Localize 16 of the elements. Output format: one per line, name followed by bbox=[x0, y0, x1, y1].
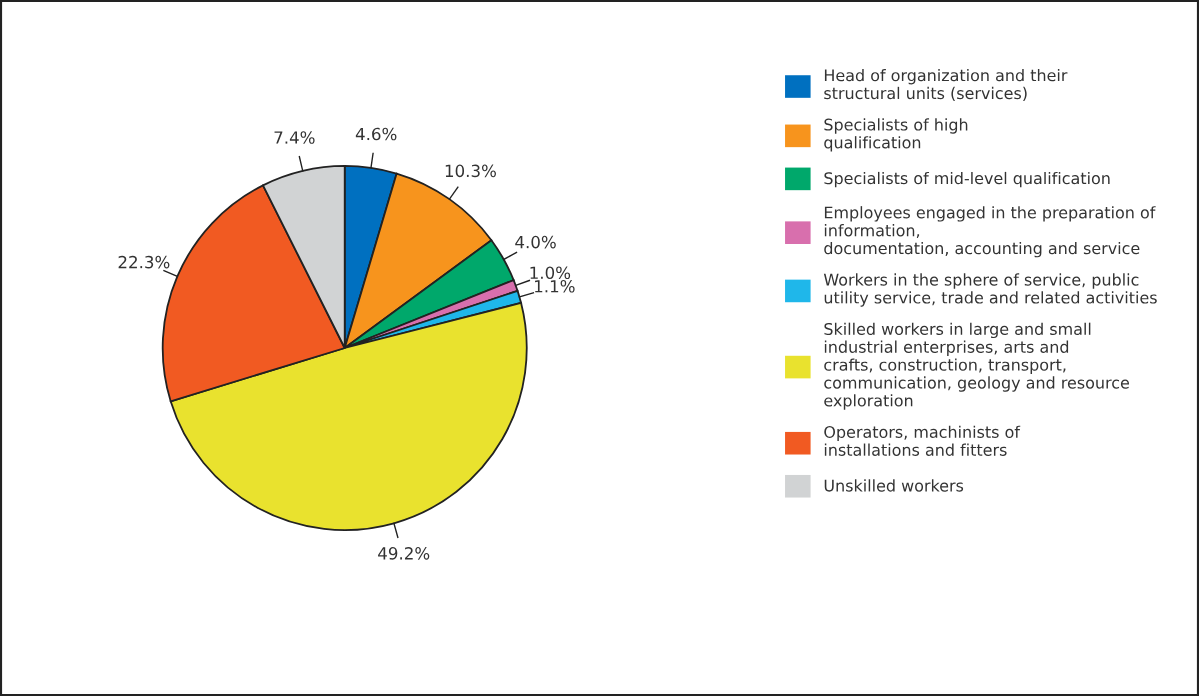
data-label: 4.0% bbox=[515, 235, 556, 249]
legend-label: Specialists of high qualification bbox=[824, 118, 968, 152]
legend-label: Head of organization and their structural units (services) bbox=[824, 68, 1068, 102]
legend-label: Operators, machinists of installations and fitters bbox=[824, 425, 1021, 456]
legend-label: Specialists of mid-level qualification bbox=[824, 171, 1110, 188]
legend-label: Workers in the sphere of service, public utility service, trade and related activities bbox=[823, 273, 1157, 307]
data-label: 7.4% bbox=[274, 131, 315, 144]
data-label: 22.3% bbox=[118, 255, 170, 269]
legend-label: Unskilled workers bbox=[824, 479, 964, 492]
legend-label: Employees engaged in the preparation of information, documentation, accounting and service bbox=[824, 206, 1156, 258]
data-label: 1.1% bbox=[535, 279, 575, 293]
data-label: 1.0% bbox=[530, 266, 571, 280]
legend-label: Skilled workers in large and small industrial enterprises, arts and crafts, construction, transport, communication, geology and resource exploration bbox=[824, 322, 1129, 410]
data-label: 10.3% bbox=[445, 164, 496, 178]
data-label: 49.2% bbox=[378, 547, 430, 560]
data-label: 4.6% bbox=[355, 127, 397, 141]
